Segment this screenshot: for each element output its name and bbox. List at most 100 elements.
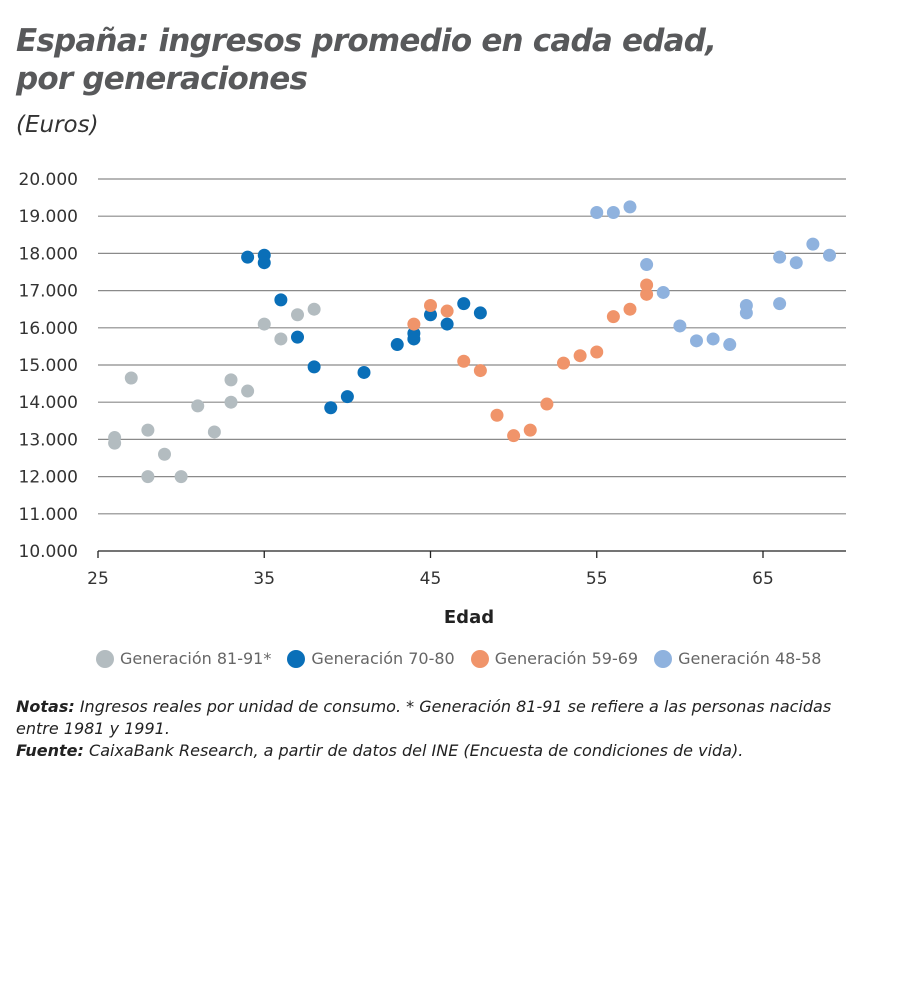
x-tick-label: 55 [586,569,608,589]
notes-text: Ingresos reales por unidad de consumo. *… [16,697,832,738]
y-tick-label: 13.000 [19,430,78,450]
data-point [307,302,321,316]
data-point [590,345,604,359]
data-point [540,397,554,411]
data-point [473,306,487,320]
data-point [606,205,620,219]
legend-item: Generación 70-80 [287,649,455,668]
data-point [773,250,787,264]
y-tick-label: 17.000 [19,282,78,302]
data-point [440,304,454,318]
y-tick-label: 20.000 [19,170,78,190]
legend-item: Generación 81-91* [96,649,271,668]
data-point [141,423,155,437]
data-point [390,338,404,352]
source-line: Fuente: CaixaBank Research, a partir de … [16,740,846,762]
data-point [606,310,620,324]
notes: Notas: Ingresos reales por unidad de con… [16,696,846,762]
y-tick-label: 12.000 [19,468,78,488]
y-tick-label: 10.000 [19,542,78,562]
source-label: Fuente: [16,741,84,760]
data-point [158,447,171,461]
data-point [789,256,803,270]
data-point [706,332,720,346]
data-point [457,297,471,311]
data-point [257,317,271,331]
data-point [191,399,205,413]
data-point [241,384,255,398]
legend-label: Generación 81-91* [120,649,272,668]
x-tick-label: 65 [752,569,774,589]
title-line-1: España: ingresos promedio en cada edad, [16,23,717,59]
legend-label: Generación 70-80 [311,649,455,668]
legend-marker-icon [470,649,489,668]
legend-label: Generación 59-69 [494,649,639,668]
data-point [623,302,637,316]
data-point [407,332,421,346]
x-axis-label: Edad [444,607,494,628]
x-tick-label: 35 [253,569,275,589]
y-tick-label: 11.000 [19,505,78,525]
legend: Generación 81-91* Generación 70-80 Generac… [96,649,821,668]
title-line-2: por generaciones [16,61,308,97]
legend-item: Generación 48-58 [654,649,821,668]
notes-label: Notas: [16,697,75,716]
source-text: CaixaBank Research, a partir de datos de… [83,741,744,760]
scatter-chart: 10.000 11.000 12.000 13.000 14.000 15.000 16.0… [19,170,846,628]
data-point [257,256,271,270]
data-point [457,354,471,368]
data-point [440,317,454,331]
legend-marker-icon [287,649,306,668]
data-point [673,319,687,333]
legend-item: Generación 59-69 [470,649,639,668]
data-point [108,436,122,450]
data-point [224,395,238,409]
legend-marker-icon [96,649,114,668]
data-point [307,360,321,374]
data-point [573,349,587,363]
data-point [174,470,188,484]
y-tick-label: 15.000 [19,356,78,376]
x-tick-label: 45 [420,569,442,589]
data-point [357,365,371,379]
chart-title: España: ingresos promedio en cada edad, p… [16,22,717,98]
data-point [291,308,304,322]
data-point [340,390,354,404]
data-point [241,250,255,264]
data-point [557,356,570,370]
data-point [207,425,221,439]
data-point [623,200,637,214]
data-point [424,298,437,312]
data-point [656,285,670,299]
chart-subtitle: (Euros) [16,112,99,138]
data-point [507,429,521,443]
data-point [324,401,338,415]
data-point [490,408,504,422]
x-tick-label: 25 [87,569,109,589]
data-point [773,297,787,311]
notes-line: Notas: Ingresos reales por unidad de con… [16,696,846,740]
data-point [823,248,836,262]
data-point [407,317,421,331]
legend-marker-icon [654,649,673,668]
data-point [473,364,487,378]
data-point [141,470,155,484]
data-point [640,258,654,272]
data-point [274,293,288,307]
y-tick-label: 19.000 [19,207,78,227]
data-point [640,287,654,301]
data-point [224,373,238,387]
data-point [291,330,304,344]
data-point [274,332,288,346]
data-point [690,334,703,348]
legend-label: Generación 48-58 [678,649,822,668]
data-point [640,278,654,292]
data-point [590,205,604,219]
data-point [739,306,753,320]
y-tick-label: 18.000 [19,244,78,264]
y-tick-label: 16.000 [19,319,78,339]
data-point [723,338,737,352]
y-tick-label: 14.000 [19,393,78,413]
data-point [523,423,537,437]
data-point [806,237,820,251]
